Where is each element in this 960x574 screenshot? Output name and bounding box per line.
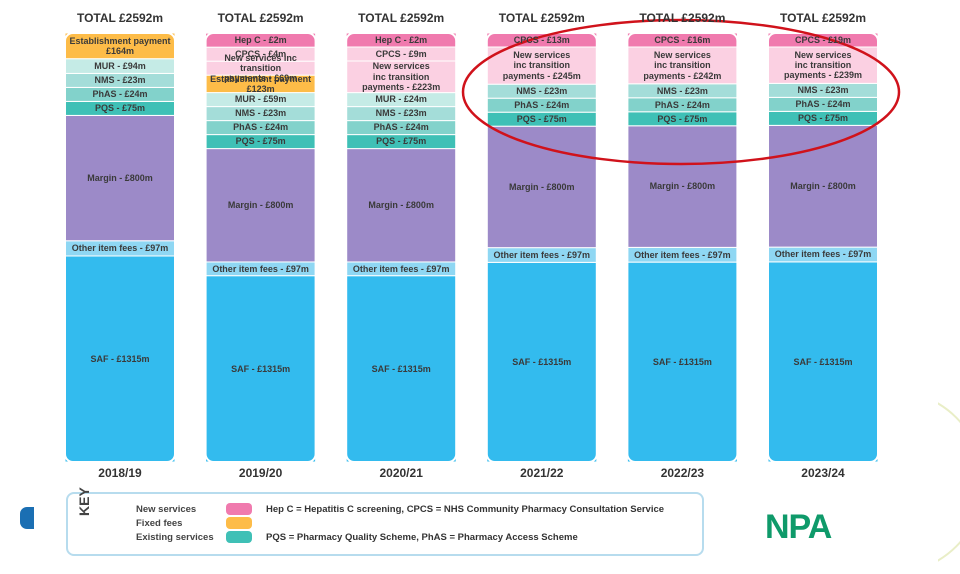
segment-label: CPCS - £9m xyxy=(375,48,427,59)
segment-label: New services inc transition payments - £… xyxy=(643,49,722,81)
segment-label: Margin - £800m xyxy=(368,200,434,211)
legend-key-title: KEY xyxy=(76,487,92,516)
x-tick-label: 2022/23 xyxy=(660,466,705,481)
segment-label: Margin - £800m xyxy=(87,172,153,183)
segment-label: Other item fees - £97m xyxy=(212,263,309,274)
bar-segment-saf xyxy=(626,261,738,463)
x-tick-label: 2021/22 xyxy=(520,466,564,481)
segment-label: NMS - £23m xyxy=(516,86,568,97)
stacked-bar-chart xyxy=(64,18,901,463)
segment-label: PQS - £75m xyxy=(235,136,286,147)
segment-label: SAF - £1315m xyxy=(793,356,853,367)
segment-label: CPCS - £19m xyxy=(794,34,852,45)
legend-item-new-services: New services xyxy=(136,504,197,515)
segment-label: PQS - £75m xyxy=(94,103,146,114)
segment-label: New services inc transition payments - £… xyxy=(362,61,441,92)
legend-item-fixed-fees: Fixed fees xyxy=(136,518,183,529)
bar-column-outline xyxy=(767,32,879,463)
bar-segment-new_light xyxy=(626,46,738,85)
x-tick-label: 2018/19 xyxy=(98,466,142,481)
segment-label: NMS - £23m xyxy=(235,108,287,119)
segment-label: SAF - £1315m xyxy=(90,353,150,364)
x-tick-label: 2023/24 xyxy=(801,466,845,481)
segment-label: NMS - £23m xyxy=(797,85,849,96)
highlight-ellipse xyxy=(461,18,901,166)
bar-segment-saf xyxy=(64,255,176,463)
segment-label: Other item fees - £97m xyxy=(634,249,731,260)
segment-label: PhAS - £24m xyxy=(233,122,289,133)
bar-segment-saf xyxy=(486,261,598,463)
segment-label: New services inc transition payments - £… xyxy=(783,49,863,81)
bar-segment-new_light xyxy=(486,46,598,85)
bar-total-label: TOTAL £2592m xyxy=(358,11,445,26)
legend-item-existing-services: Existing services xyxy=(136,532,214,543)
segment-label: MUR - £59m xyxy=(234,94,287,105)
bar-segment-saf xyxy=(205,275,317,463)
segment-label: CPCS - £13m xyxy=(513,34,570,45)
legend-swatch-fixed-fees xyxy=(226,517,252,529)
segment-label: NMS - £23m xyxy=(94,75,146,86)
bar-column-outline xyxy=(485,32,598,463)
segment-label: PQS - £75m xyxy=(657,113,708,124)
segment-label: MUR - £24m xyxy=(375,94,427,105)
segment-label: SAF - £1315m xyxy=(512,357,572,367)
x-tick-label: 2019/20 xyxy=(238,466,283,481)
segment-label: PQS - £75m xyxy=(376,136,427,147)
segment-label: PhAS - £24m xyxy=(92,89,148,100)
bar-segment-saf xyxy=(767,261,879,463)
segment-label: PhAS - £24m xyxy=(795,99,851,110)
bar-stack-2021/22 xyxy=(486,32,598,463)
segment-label: NMS - £23m xyxy=(375,108,427,119)
segment-label: Margin - £800m xyxy=(227,200,294,211)
bar-column-outline xyxy=(64,32,176,463)
legend-swatch-existing-services xyxy=(226,531,252,543)
bar-column-outline xyxy=(204,32,317,463)
npa-logo: NPA xyxy=(765,508,832,546)
bar-column-outline xyxy=(345,32,458,463)
legend-description-existing-services: PQS = Pharmacy Quality Scheme, PhAS = Ph… xyxy=(266,532,578,543)
segment-label: NMS - £23m xyxy=(656,85,708,96)
bar-column-outline xyxy=(626,32,739,463)
bar-total-label: TOTAL £2592m xyxy=(639,11,726,26)
bar-segment-fixed xyxy=(64,32,176,60)
segment-label: Other item fees - £97m xyxy=(774,249,872,260)
segment-label: PhAS - £24m xyxy=(514,100,570,111)
bar-stack-2019/20 xyxy=(205,32,317,463)
bar-stack-2020/21 xyxy=(345,32,457,463)
segment-label: New services inc transition payments - £… xyxy=(224,53,297,84)
segment-label: Hep C - £2m xyxy=(234,34,287,45)
x-tick-label: 2020/21 xyxy=(379,466,423,481)
segment-label: PhAS - £24m xyxy=(654,99,710,110)
decorative-blue-tab xyxy=(20,507,34,529)
legend-box: KEY New services Fixed fees Existing ser… xyxy=(66,487,704,556)
segment-label: SAF - £1315m xyxy=(371,363,431,374)
legend-description-new-services: Hep C = Hepatitis C screening, CPCS = NH… xyxy=(266,504,665,515)
segment-label: PQS - £75m xyxy=(797,113,849,124)
legend-swatch-new-services xyxy=(226,503,252,515)
segment-label: Margin - £800m xyxy=(790,181,856,192)
segment-label: PhAS - £24m xyxy=(373,122,429,133)
bar-segment-margin xyxy=(205,148,317,263)
bar-stack-2023/24 xyxy=(767,32,879,463)
bar-stack-2022/23 xyxy=(626,32,738,463)
segment-label: MUR - £94m xyxy=(94,60,146,71)
segment-label: Margin - £800m xyxy=(509,181,575,192)
segment-label: PQS - £75m xyxy=(516,114,567,125)
segment-label: Other item fees - £97m xyxy=(71,243,169,254)
bar-total-label: TOTAL £2592m xyxy=(217,11,304,26)
bar-total-label: TOTAL £2592m xyxy=(779,11,867,26)
segment-label: SAF - £1315m xyxy=(231,363,291,374)
segment-label: CPCS - £16m xyxy=(654,34,711,45)
segment-label: Other item fees - £97m xyxy=(493,249,591,260)
bar-total-label: TOTAL £2592m xyxy=(76,11,164,26)
segment-label: Other item fees - £97m xyxy=(352,263,450,274)
segment-label: SAF - £1315m xyxy=(652,356,712,367)
segment-label: Margin - £800m xyxy=(649,181,716,192)
segment-label: Hep C - £2m xyxy=(375,34,428,45)
segment-label: New services inc transition payments - £… xyxy=(502,50,581,81)
segment-label: Establishment payment £123m xyxy=(210,73,312,94)
segment-label: CPCS - £4m xyxy=(235,48,287,59)
bar-total-label: TOTAL £2592m xyxy=(498,11,585,26)
segment-label: Establishment payment £164m xyxy=(69,35,171,56)
